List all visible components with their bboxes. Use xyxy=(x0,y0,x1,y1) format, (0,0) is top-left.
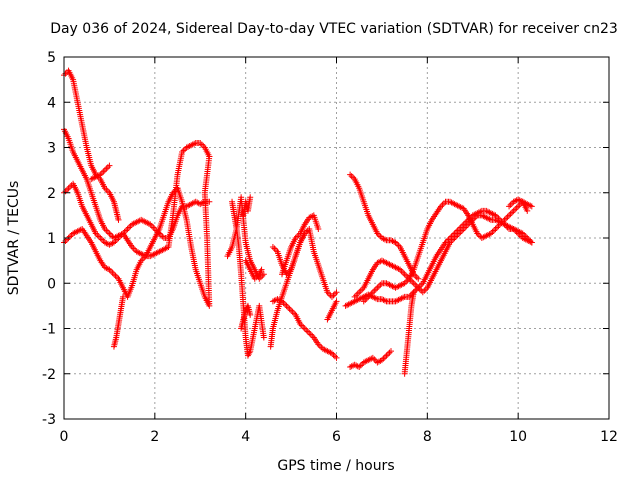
series-plus-marks xyxy=(347,348,394,370)
y-tick-label: -3 xyxy=(42,412,56,428)
y-tick-label: 5 xyxy=(47,50,56,66)
x-tick-label: 10 xyxy=(509,429,527,445)
series-plus-marks xyxy=(242,257,265,282)
x-axis-label: GPS time / hours xyxy=(277,458,394,474)
y-tick-label: -1 xyxy=(42,322,56,338)
series-plus-marks xyxy=(88,162,113,183)
x-tick-label: 4 xyxy=(241,429,250,445)
x-tick-label: 2 xyxy=(150,429,159,445)
series-markers xyxy=(401,289,417,377)
series-plus-marks xyxy=(401,289,417,377)
series-markers xyxy=(347,171,422,282)
series-markers xyxy=(224,194,267,282)
series-plus-marks xyxy=(347,171,422,282)
y-tick-label: 3 xyxy=(47,141,56,157)
series-markers xyxy=(269,225,340,300)
series-plus-marks xyxy=(174,153,213,309)
chart-title: Day 036 of 2024, Sidereal Day-to-day VTE… xyxy=(50,21,618,37)
series-markers xyxy=(351,212,535,300)
series-markers xyxy=(279,212,322,278)
series-markers xyxy=(324,298,340,323)
y-tick-label: 1 xyxy=(47,231,56,247)
y-tick-label: 2 xyxy=(47,186,56,202)
x-tick-label: 8 xyxy=(423,429,432,445)
series-markers xyxy=(347,348,394,370)
series-markers xyxy=(240,194,254,219)
series-markers xyxy=(360,198,535,305)
series-plus-marks xyxy=(240,194,254,219)
series-markers xyxy=(174,153,213,309)
series-plus-marks xyxy=(269,225,340,300)
series-plus-marks xyxy=(110,293,127,350)
y-tick-label: 4 xyxy=(47,95,56,111)
series-plus-marks xyxy=(360,198,535,305)
series-plus-marks xyxy=(269,296,340,361)
series-plus-marks xyxy=(238,302,254,332)
series-plus-marks xyxy=(279,212,322,278)
series-markers xyxy=(506,196,531,214)
series-markers xyxy=(110,293,127,350)
series-markers xyxy=(269,296,340,361)
series-plus-marks xyxy=(324,298,340,323)
series-plus-marks xyxy=(224,194,267,282)
y-axis-label: SDTVAR / TECUs xyxy=(6,181,22,296)
y-tick-label: 0 xyxy=(47,276,56,292)
series-plus-marks xyxy=(351,212,535,300)
y-tick-label: -2 xyxy=(42,367,56,383)
series-markers xyxy=(88,162,113,183)
series-markers xyxy=(238,302,254,332)
series-plus-marks xyxy=(506,196,531,214)
series-markers xyxy=(242,257,265,282)
x-tick-label: 6 xyxy=(332,429,341,445)
x-tick-label: 12 xyxy=(600,429,618,445)
x-tick-label: 0 xyxy=(60,429,69,445)
